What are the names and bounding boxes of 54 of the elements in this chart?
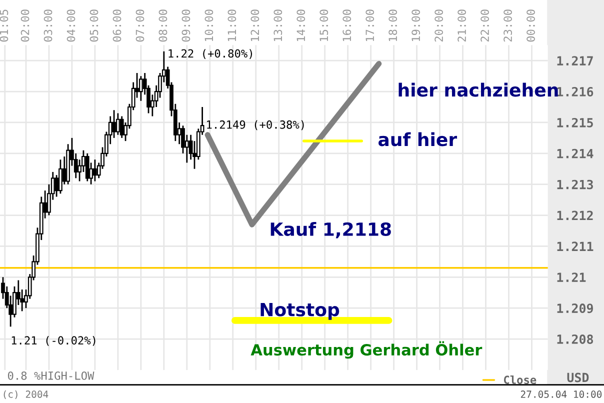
text: (c) 2004 (4, 390, 48, 400)
annotation: 1.21 (-0.02%) (12, 336, 96, 346)
y-tick-label: 1.213 (557, 180, 593, 190)
x-tick-label: 07:00 (136, 10, 144, 42)
candlestick (58, 158, 62, 194)
x-tick-label: 15:00 (320, 10, 328, 42)
candlestick (116, 112, 120, 136)
y-tick-label: 1.215 (557, 118, 593, 128)
annotation: 1.2149 (+0.38%) (207, 120, 304, 130)
candlestick (138, 75, 143, 102)
y-tick-label: 1.216 (557, 87, 594, 96)
x-tick-label: 10:00 (204, 10, 214, 42)
candlestick (120, 116, 124, 139)
annotation: auf hier (378, 132, 458, 146)
annotation: hier nachziehen (398, 82, 558, 97)
annotation: Auswertung Gerhard Öhler (250, 341, 482, 359)
x-tick-label: 02:00 (20, 10, 30, 42)
y-tick-label: 1.21 (557, 272, 586, 282)
y-axis-title: USD (567, 372, 589, 382)
x-tick-label: 22:00 (480, 10, 490, 42)
x-tick-label: 23:00 (504, 10, 512, 42)
x-tick-label: 11:00 (228, 10, 236, 42)
x-tick-label: 19:00 (412, 10, 420, 42)
x-tick-label: 03:00 (44, 10, 52, 42)
x-tick-label: 08:00 (158, 10, 168, 42)
annotation: 1.22 (+0.80%) (168, 49, 252, 59)
y-tick-label: 1.217 (557, 56, 593, 66)
text: 0.8 %HIGH-LOW (8, 371, 94, 380)
y-tick-label: 1.212 (557, 210, 593, 220)
x-tick-label: 18:00 (388, 10, 398, 42)
text: 27.05.04 10:00 (520, 390, 602, 398)
y-tick-label: 1.208 (557, 334, 593, 344)
y-tick-label: 1.214 (557, 148, 594, 158)
x-tick-label: 13:00 (274, 10, 282, 42)
candlestick (112, 109, 116, 139)
x-tick-label: 21:00 (458, 10, 466, 42)
x-tick-label: 04:00 (66, 10, 76, 42)
annotation: Kauf 1,2118 (270, 222, 391, 238)
x-tick-label: 06:00 (112, 10, 122, 42)
annotation: Notstop (260, 302, 340, 320)
x-tick-label: 17:00 (366, 10, 374, 42)
x-tick-label: 20:00 (434, 10, 444, 42)
x-tick-label: 14:00 (296, 10, 306, 42)
y-tick-label: 1.209 (557, 304, 593, 314)
candlestick (85, 152, 90, 182)
x-tick-label: 09:00 (182, 10, 190, 42)
x-tick-label: 16:00 (342, 10, 352, 42)
x-tick-label: 05:00 (90, 10, 98, 42)
legend-label: Close (504, 375, 536, 384)
y-tick-label: 1.211 (557, 242, 594, 251)
x-tick-label: 01:05 (0, 10, 8, 42)
candlestick (93, 158, 97, 182)
x-tick-label: 12:00 (250, 10, 260, 42)
x-tick-label: 00:00 (526, 10, 535, 42)
